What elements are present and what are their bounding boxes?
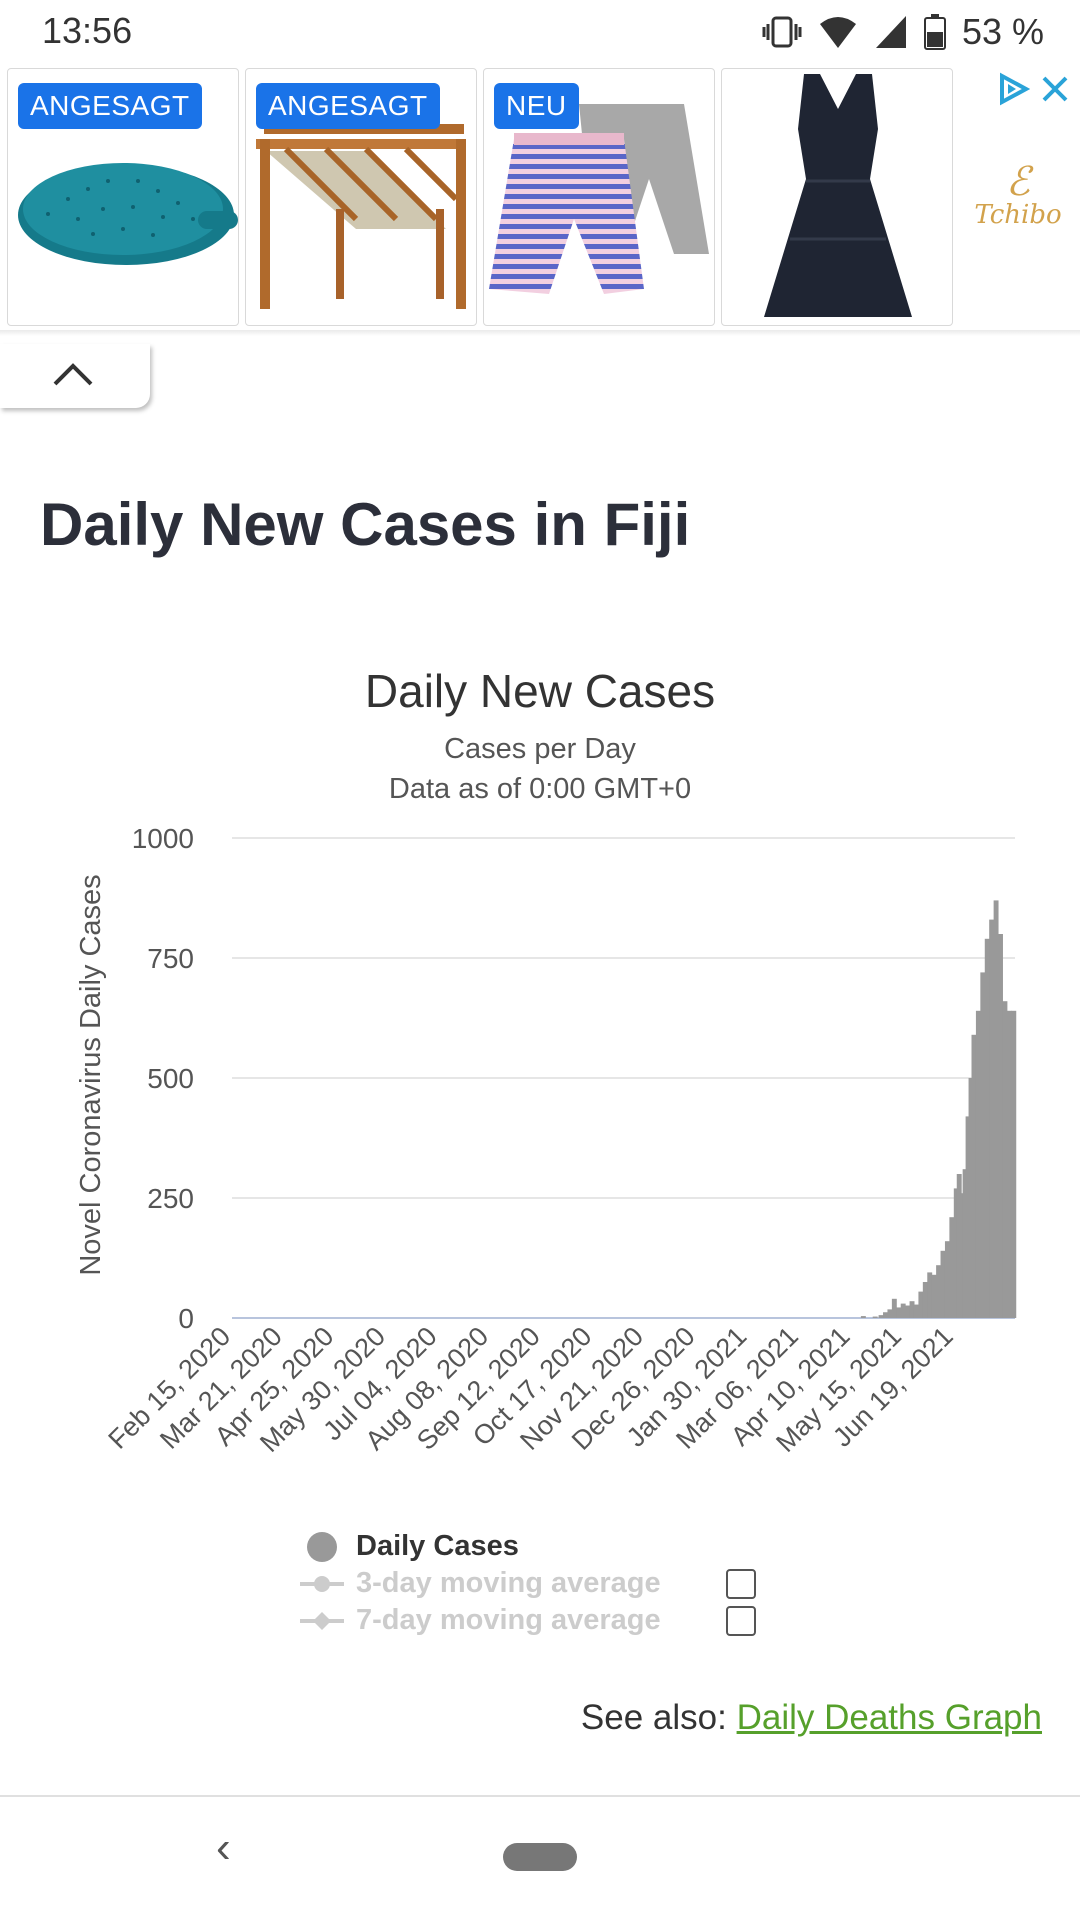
signal-icon xyxy=(875,16,906,48)
ad-badge: ANGESAGT xyxy=(256,83,440,129)
pergola-icon xyxy=(256,124,466,309)
legend-dot-icon xyxy=(307,1531,337,1562)
daily-cases-bar[interactable] xyxy=(984,938,990,1318)
daily-cases-bar[interactable] xyxy=(989,919,995,1318)
chart-legend: Daily Cases 3-day moving average 7-day m… xyxy=(300,1528,820,1639)
daily-cases-bar[interactable] xyxy=(1002,1001,1008,1318)
daily-cases-bar[interactable] xyxy=(956,1174,962,1318)
y-tick-label: 0 xyxy=(178,1303,194,1334)
daily-cases-bar[interactable] xyxy=(962,1169,968,1318)
daily-cases-bar[interactable] xyxy=(959,1193,965,1318)
daily-cases-bar[interactable] xyxy=(860,1316,866,1318)
battery-icon xyxy=(923,14,946,50)
daily-cases-bar[interactable] xyxy=(900,1303,906,1318)
daily-cases-bar[interactable] xyxy=(872,1316,878,1318)
shorts-icon xyxy=(489,104,709,294)
ad-divider xyxy=(0,330,1080,336)
ad-banner[interactable]: ANGESAGT ANGESAGT xyxy=(0,68,1080,330)
daily-cases-bar[interactable] xyxy=(891,1298,897,1318)
ad-card[interactable]: ANGESAGT xyxy=(7,68,239,326)
daily-cases-bar[interactable] xyxy=(905,1305,911,1318)
y-tick-label: 250 xyxy=(147,1183,194,1214)
daily-cases-bar[interactable] xyxy=(883,1312,888,1318)
daily-cases-bar[interactable] xyxy=(909,1301,915,1318)
3day-average-checkbox[interactable] xyxy=(726,1569,756,1599)
ad-card[interactable]: NEU xyxy=(483,68,715,326)
daily-cases-bar[interactable] xyxy=(944,1241,950,1318)
coffee-bean-icon: ℰ xyxy=(1005,159,1031,205)
legend-label: Daily Cases xyxy=(356,1530,519,1562)
page-title: Daily New Cases in Fiji xyxy=(40,491,691,558)
7day-average-checkbox[interactable] xyxy=(726,1606,756,1636)
daily-cases-bar[interactable] xyxy=(913,1304,919,1318)
collapse-ad-button[interactable] xyxy=(0,344,150,408)
ad-badge: NEU xyxy=(494,83,579,129)
brand-logo[interactable]: ℰ Tchibo xyxy=(968,159,1068,230)
ad-badge: ANGESAGT xyxy=(18,83,202,129)
daily-cases-bar[interactable] xyxy=(993,900,999,1318)
daily-cases-bar[interactable] xyxy=(936,1265,942,1318)
ad-card[interactable] xyxy=(721,68,953,326)
vibrate-icon xyxy=(762,16,802,48)
daily-cases-bar[interactable] xyxy=(980,972,986,1318)
chart-title: Daily New Cases xyxy=(364,665,716,717)
battery-percent: 53 % xyxy=(961,11,1044,52)
legend-label: 7-day moving average xyxy=(356,1604,661,1636)
see-also: See also: Daily Deaths Graph xyxy=(581,1698,1042,1738)
chart-subtitle: Data as of 0:00 GMT+0 xyxy=(388,773,692,805)
ad-choices-icon[interactable] xyxy=(996,72,1030,106)
daily-cases-bar[interactable] xyxy=(922,1282,928,1318)
legend-line-diamond-icon xyxy=(300,1611,344,1630)
close-icon[interactable] xyxy=(1038,72,1072,106)
daily-cases-bar[interactable] xyxy=(927,1272,933,1318)
daily-cases-bar[interactable] xyxy=(878,1315,884,1318)
daily-cases-bar[interactable] xyxy=(1006,1010,1012,1318)
daily-cases-bar[interactable] xyxy=(940,1250,946,1318)
divider xyxy=(0,1795,1080,1797)
splatter-guard-icon xyxy=(18,163,238,265)
daily-cases-bar[interactable] xyxy=(998,934,1003,1318)
status-bar: 13:56 53 % xyxy=(0,0,1080,64)
daily-cases-bar[interactable] xyxy=(968,1078,974,1318)
chart-subtitle: Cases per Day xyxy=(444,733,636,765)
legend-item-daily-cases[interactable]: Daily Cases xyxy=(300,1528,820,1565)
brand-name: Tchibo xyxy=(974,200,1062,230)
daily-cases-bar[interactable] xyxy=(918,1291,924,1318)
daily-cases-bar[interactable] xyxy=(965,1116,971,1318)
daily-cases-bar[interactable] xyxy=(1011,1010,1017,1318)
back-icon[interactable]: ‹ xyxy=(216,1823,231,1872)
see-also-prefix: See also: xyxy=(580,1698,737,1737)
daily-cases-bar[interactable] xyxy=(953,1188,959,1318)
y-tick-label: 1000 xyxy=(132,823,194,854)
wifi-icon xyxy=(819,17,856,48)
daily-cases-bar[interactable] xyxy=(971,1034,977,1318)
legend-item-3day-average[interactable]: 3-day moving average xyxy=(300,1565,820,1602)
ad-card[interactable]: ANGESAGT xyxy=(245,68,477,326)
daily-cases-bar[interactable] xyxy=(975,1010,981,1318)
status-time: 13:56 xyxy=(42,10,133,51)
legend-label: 3-day moving average xyxy=(356,1567,661,1599)
legend-item-7day-average[interactable]: 7-day moving average xyxy=(300,1602,820,1639)
chevron-up-icon xyxy=(53,363,93,386)
daily-cases-bar[interactable] xyxy=(896,1307,902,1318)
home-pill-icon[interactable] xyxy=(503,1843,577,1871)
daily-cases-bar[interactable] xyxy=(887,1309,893,1318)
y-tick-label: 500 xyxy=(147,1063,194,1094)
nav-bar: ‹ xyxy=(0,1797,1080,1920)
dress-icon xyxy=(764,74,912,317)
y-tick-label: 750 xyxy=(147,943,194,974)
daily-deaths-graph-link[interactable]: Daily Deaths Graph xyxy=(736,1698,1042,1737)
daily-cases-bar[interactable] xyxy=(949,1217,955,1318)
y-axis-label: Novel Coronavirus Daily Cases xyxy=(75,874,107,1275)
legend-line-circle-icon xyxy=(300,1575,344,1592)
daily-cases-bar[interactable] xyxy=(931,1274,937,1318)
